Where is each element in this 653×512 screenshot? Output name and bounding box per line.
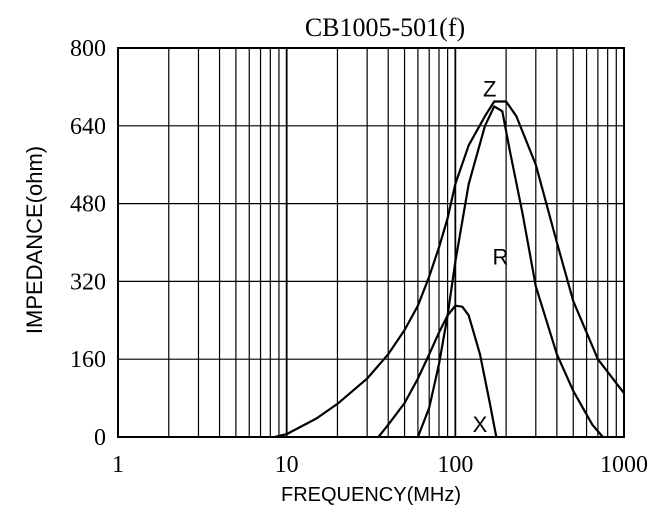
series-line-r [418,106,603,437]
y-tick-label: 640 [70,114,106,140]
series-label-r: R [492,244,508,269]
y-tick-label: 160 [70,347,106,373]
x-tick-label: 100 [437,452,473,478]
plot-border [118,48,624,437]
y-axis-label: IMPEDANCE(ohm) [22,146,47,334]
series-label-z: Z [483,77,496,102]
x-tick-labels: 1 10 100 1000 [112,452,648,478]
y-tick-labels: 0 160 320 480 640 800 [70,36,106,451]
y-tick-label: 800 [70,36,106,62]
series-label-x: X [473,412,488,437]
y-tick-label: 480 [70,192,106,218]
chart-title: CB1005-501(f) [305,13,465,42]
series-lines [275,102,624,438]
y-tick-label: 0 [94,425,106,451]
x-tick-label: 1 [112,452,124,478]
grid [118,48,624,437]
x-tick-label: 1000 [600,452,648,478]
x-tick-label: 10 [275,452,299,478]
y-tick-label: 320 [70,269,106,295]
x-axis-label: FREQUENCY(MHz) [281,484,461,506]
plot-frame [118,48,624,437]
